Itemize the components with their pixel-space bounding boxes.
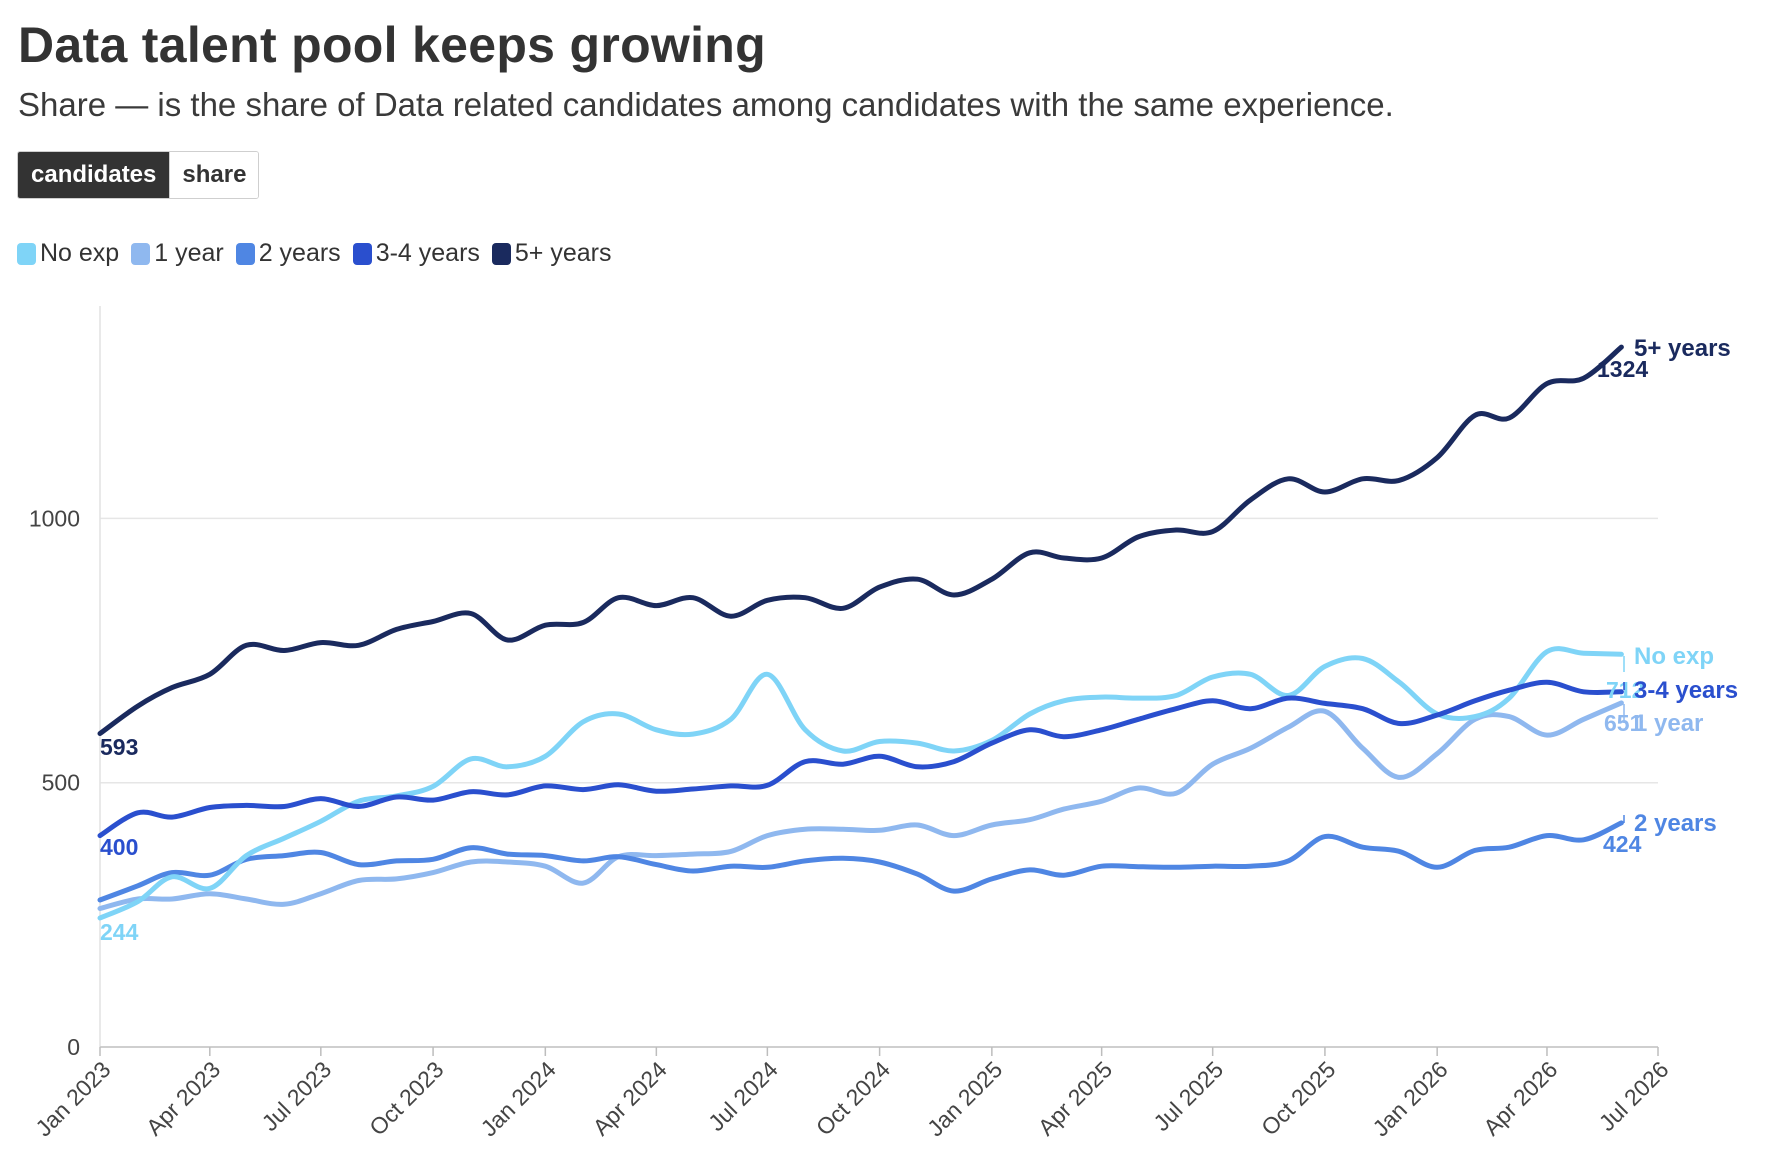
x-tick-label: Jul 2025 bbox=[1148, 1056, 1228, 1136]
series-name-label: No exp bbox=[1634, 643, 1714, 670]
series-line-5-years bbox=[97, 344, 1624, 736]
series-line-no-exp bbox=[97, 646, 1624, 921]
legend-label: No exp bbox=[40, 239, 120, 267]
chart-title: Data talent pool keeps growing bbox=[18, 17, 766, 73]
x-tick-label: Jul 2024 bbox=[703, 1056, 783, 1136]
start-value-label: 244 bbox=[100, 919, 139, 945]
series-name-label: 2 years bbox=[1634, 810, 1717, 837]
end-value-label: 712 bbox=[1606, 677, 1644, 703]
series-name-label: 1 year bbox=[1634, 710, 1703, 737]
series-line-1-year bbox=[97, 700, 1624, 911]
legend-item-no-exp[interactable]: No exp bbox=[17, 239, 119, 268]
legend-label: 1 year bbox=[154, 239, 224, 267]
start-value-label: 400 bbox=[100, 834, 138, 860]
candidates-toggle-button[interactable]: candidates bbox=[18, 152, 170, 198]
x-tick-label: Oct 2024 bbox=[811, 1056, 896, 1141]
legend-item-5-plus-years[interactable]: 5+ years bbox=[491, 239, 612, 268]
legend-item-2-years[interactable]: 2 years bbox=[235, 239, 341, 268]
legend-swatch bbox=[235, 242, 255, 265]
y-tick-label: 0 bbox=[67, 1034, 80, 1060]
legend-item-1-year[interactable]: 1 year bbox=[131, 239, 224, 268]
legend-label: 2 years bbox=[258, 239, 341, 267]
x-tick-label: Oct 2023 bbox=[364, 1056, 448, 1140]
x-tick-label: Jan 2025 bbox=[922, 1056, 1007, 1141]
chart-subtitle: Share — is the share of Data related can… bbox=[18, 86, 1394, 123]
x-tick-label: Apr 2023 bbox=[141, 1056, 225, 1140]
legend-swatch bbox=[131, 242, 151, 265]
x-tick-label: Jul 2023 bbox=[256, 1056, 336, 1136]
legend-label: 3-4 years bbox=[375, 239, 480, 267]
start-value-label: 593 bbox=[100, 734, 138, 760]
x-tick-label: Apr 2025 bbox=[1033, 1056, 1117, 1140]
legend-swatch bbox=[352, 242, 372, 265]
legend-item-3-4-years[interactable]: 3-4 years bbox=[352, 239, 480, 268]
legend-label: 5+ years bbox=[514, 239, 612, 267]
legend-swatch bbox=[491, 242, 511, 265]
x-tick-label: Apr 2024 bbox=[587, 1056, 672, 1141]
y-tick-label: 1000 bbox=[29, 505, 80, 531]
chart-legend: No exp 1 year 2 years 3-4 years 5+ years bbox=[17, 239, 612, 268]
x-tick-label: Jan 2024 bbox=[476, 1056, 561, 1141]
x-tick-label: Jul 2026 bbox=[1594, 1056, 1674, 1136]
end-value-label: 1324 bbox=[1597, 356, 1648, 382]
series-name-label: 3-4 years bbox=[1634, 677, 1738, 704]
series-line-3-4-years bbox=[97, 679, 1624, 839]
legend-swatch bbox=[17, 242, 36, 265]
share-toggle-button[interactable]: share bbox=[169, 152, 259, 198]
x-tick-label: Oct 2025 bbox=[1256, 1056, 1340, 1140]
metric-toggle: candidates share bbox=[17, 151, 260, 199]
end-value-label: 424 bbox=[1603, 831, 1642, 857]
y-tick-label: 500 bbox=[42, 770, 80, 796]
x-tick-label: Jan 2023 bbox=[30, 1056, 115, 1141]
series-name-label: 5+ years bbox=[1634, 335, 1731, 362]
x-tick-label: Apr 2026 bbox=[1478, 1056, 1562, 1140]
x-tick-label: Jan 2026 bbox=[1367, 1056, 1452, 1141]
series-line-2-years bbox=[97, 820, 1624, 903]
